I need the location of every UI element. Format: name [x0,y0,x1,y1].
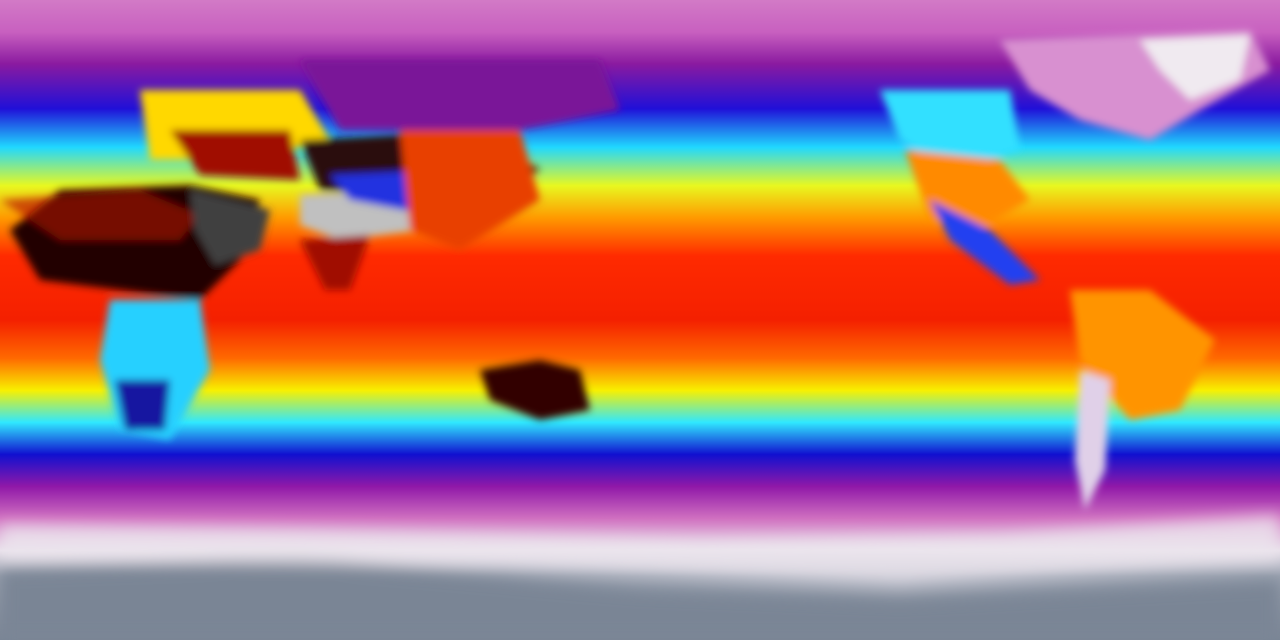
africa-south-dark [115,380,170,430]
europe-hot [170,130,300,180]
polar-ice [0,515,1280,640]
land-masses [0,30,1270,510]
siberia [300,60,620,130]
arabia [190,190,270,265]
africa-north-edge [0,190,200,240]
australia [480,360,590,420]
antarctica [0,560,1280,640]
mexico [930,200,1040,285]
andes-patagonia [1075,370,1110,510]
greenland-ice [1140,35,1250,100]
southern-ocean-white [0,515,1280,585]
east-asia [400,130,540,250]
india [300,235,370,290]
alaska-canada [880,90,1020,170]
